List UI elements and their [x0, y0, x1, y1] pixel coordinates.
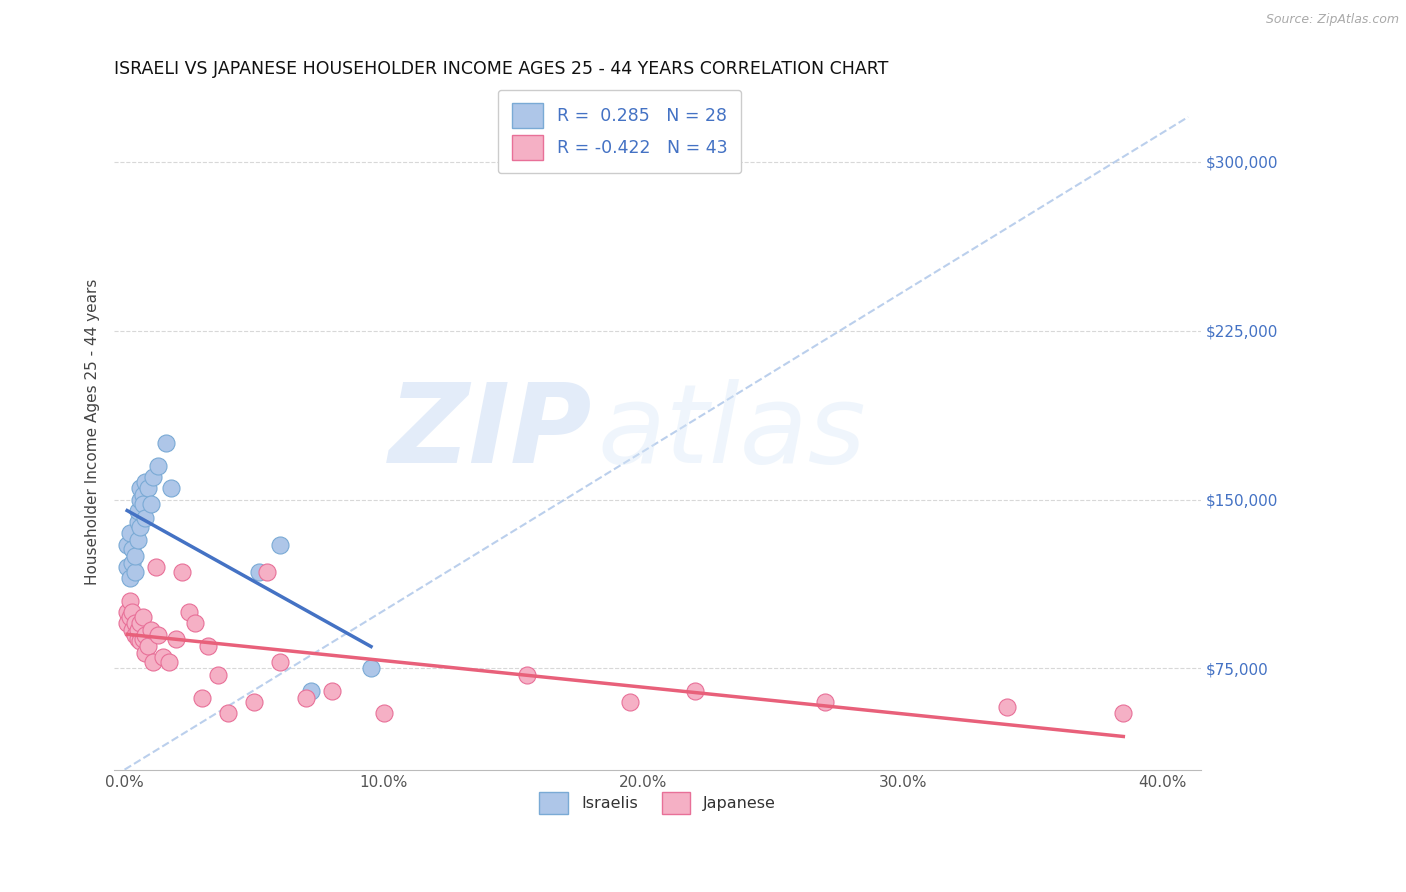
- Point: [148, 458, 170, 473]
- Point: [269, 655, 291, 669]
- Point: [132, 497, 155, 511]
- Point: [373, 706, 395, 721]
- Point: [118, 526, 141, 541]
- Point: [269, 538, 291, 552]
- Point: [142, 470, 165, 484]
- Point: [136, 481, 159, 495]
- Point: [124, 565, 146, 579]
- Point: [134, 646, 156, 660]
- Point: [127, 515, 149, 529]
- Point: [115, 560, 138, 574]
- Point: [295, 690, 318, 705]
- Point: [132, 488, 155, 502]
- Point: [183, 616, 205, 631]
- Point: [127, 533, 149, 547]
- Point: [619, 695, 641, 709]
- Point: [299, 684, 322, 698]
- Point: [139, 623, 162, 637]
- Point: [995, 699, 1018, 714]
- Point: [1112, 706, 1135, 721]
- Point: [152, 650, 174, 665]
- Point: [124, 549, 146, 563]
- Point: [197, 639, 219, 653]
- Point: [134, 627, 156, 641]
- Point: [165, 632, 187, 646]
- Point: [191, 690, 214, 705]
- Text: atlas: atlas: [598, 378, 866, 485]
- Point: [155, 436, 177, 450]
- Point: [136, 639, 159, 653]
- Text: ISRAELI VS JAPANESE HOUSEHOLDER INCOME AGES 25 - 44 YEARS CORRELATION CHART: ISRAELI VS JAPANESE HOUSEHOLDER INCOME A…: [114, 60, 889, 78]
- Point: [685, 684, 707, 698]
- Point: [115, 538, 138, 552]
- Point: [118, 609, 141, 624]
- Point: [170, 565, 193, 579]
- Point: [129, 634, 152, 648]
- Y-axis label: Householder Income Ages 25 - 44 years: Householder Income Ages 25 - 44 years: [86, 279, 100, 585]
- Point: [814, 695, 837, 709]
- Point: [160, 481, 183, 495]
- Point: [217, 706, 239, 721]
- Text: Source: ZipAtlas.com: Source: ZipAtlas.com: [1265, 13, 1399, 27]
- Point: [256, 565, 278, 579]
- Point: [129, 481, 152, 495]
- Point: [124, 627, 146, 641]
- Text: ZIP: ZIP: [389, 378, 592, 485]
- Point: [115, 616, 138, 631]
- Point: [145, 560, 167, 574]
- Point: [127, 632, 149, 646]
- Point: [127, 504, 149, 518]
- Point: [134, 475, 156, 489]
- Point: [157, 655, 180, 669]
- Point: [148, 627, 170, 641]
- Point: [179, 605, 201, 619]
- Point: [129, 616, 152, 631]
- Point: [118, 594, 141, 608]
- Point: [121, 605, 143, 619]
- Point: [121, 556, 143, 570]
- Point: [321, 684, 343, 698]
- Point: [129, 492, 152, 507]
- Point: [121, 542, 143, 557]
- Point: [127, 623, 149, 637]
- Point: [516, 668, 538, 682]
- Point: [118, 571, 141, 585]
- Point: [132, 632, 155, 646]
- Point: [134, 510, 156, 524]
- Point: [121, 623, 143, 637]
- Point: [129, 519, 152, 533]
- Point: [243, 695, 266, 709]
- Point: [360, 661, 382, 675]
- Point: [115, 605, 138, 619]
- Point: [207, 668, 229, 682]
- Point: [132, 609, 155, 624]
- Point: [249, 565, 271, 579]
- Point: [142, 655, 165, 669]
- Point: [124, 616, 146, 631]
- Point: [139, 497, 162, 511]
- Legend: Israelis, Japanese: Israelis, Japanese: [531, 784, 785, 822]
